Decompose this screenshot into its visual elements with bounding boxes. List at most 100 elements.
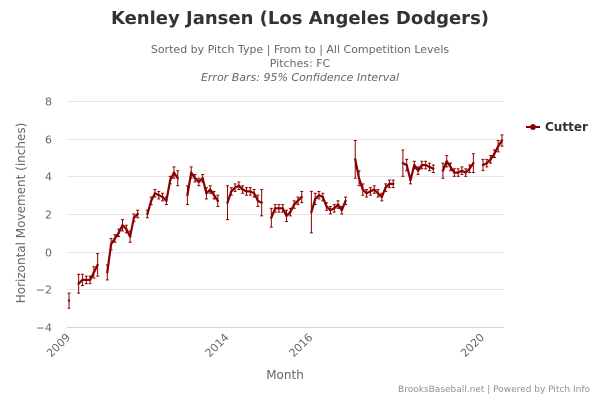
data-point: [388, 182, 391, 186]
data-point: [132, 216, 136, 219]
series-line-2014: [226, 184, 263, 204]
data-point: [273, 207, 277, 210]
data-point: [354, 158, 357, 161]
pitches-filter-label: Pitches: FC: [269, 57, 331, 70]
data-point: [321, 195, 324, 199]
y-axis-ticks: −4 −2 0 2 4 6 8: [36, 96, 52, 335]
data-point: [125, 227, 128, 231]
data-point: [496, 145, 500, 148]
data-point: [369, 190, 372, 193]
data-point: [113, 237, 117, 240]
data-point: [340, 209, 343, 212]
data-point: [226, 201, 229, 204]
data-point: [365, 192, 368, 195]
data-point: [92, 271, 96, 274]
data-point: [357, 177, 361, 180]
data-point: [186, 193, 189, 197]
chart-subtitle: Sorted by Pitch Type | From to | All Com…: [150, 43, 450, 56]
data-point: [88, 278, 92, 282]
data-point: [121, 224, 124, 227]
y-tick-label: 2: [45, 209, 52, 222]
data-point: [249, 190, 252, 193]
data-point: [409, 178, 412, 182]
data-point: [81, 278, 84, 282]
data-point: [300, 195, 303, 199]
data-point: [96, 263, 99, 267]
data-point: [310, 210, 313, 214]
x-tick-label: 2014: [203, 331, 232, 360]
data-point: [270, 216, 273, 219]
data-point: [109, 242, 113, 246]
data-point: [277, 207, 281, 210]
data-point: [252, 192, 256, 195]
data-point: [344, 199, 347, 203]
data-point: [449, 165, 452, 169]
y-tick-label: 6: [45, 134, 52, 147]
data-point: [432, 167, 435, 170]
data-point: [380, 195, 384, 199]
error-bars-note: Error Bars: 95% Confidence Interval: [200, 71, 400, 84]
data-point: [136, 212, 139, 216]
data-point: [209, 188, 212, 191]
data-point: [445, 160, 448, 163]
data-point: [216, 199, 220, 203]
data-point: [468, 167, 471, 170]
data-point: [193, 177, 197, 180]
data-point: [106, 271, 109, 274]
x-tick-label: 2016: [287, 331, 316, 360]
data-point: [420, 163, 424, 167]
data-point: [146, 212, 149, 216]
y-tick-label: 0: [45, 247, 52, 260]
data-point: [260, 201, 263, 204]
x-tick-label: 2009: [44, 331, 73, 360]
data-point: [472, 161, 475, 165]
data-point: [485, 161, 488, 165]
data-point: [77, 282, 80, 285]
data-point: [149, 199, 153, 203]
data-point: [464, 171, 467, 174]
data-point: [313, 197, 317, 201]
data-point: [172, 171, 176, 174]
legend-item-cutter[interactable]: Cutter: [526, 119, 588, 135]
data-point: [128, 235, 132, 238]
data-point: [413, 163, 416, 167]
data-point: [201, 177, 204, 180]
data-point: [165, 199, 168, 203]
x-tick-label: 2020: [458, 331, 487, 360]
data-point: [405, 163, 408, 167]
data-point: [241, 188, 244, 191]
data-point: [245, 190, 248, 193]
data-point: [424, 163, 427, 167]
y-tick-label: −4: [36, 322, 52, 335]
data-point: [336, 203, 340, 206]
data-point: [428, 165, 431, 169]
data-point: [329, 209, 332, 212]
data-point: [233, 186, 237, 189]
data-point: [281, 207, 284, 210]
data-point: [392, 182, 395, 186]
data-point: [500, 139, 504, 142]
data-point: [161, 195, 164, 199]
data-point: [285, 214, 288, 218]
data-point: [416, 169, 420, 172]
data-point: [376, 192, 380, 195]
credits-link[interactable]: BrooksBaseball.net | Powered by Pitch In…: [398, 385, 590, 395]
y-axis-label: Horizontal Movement (inches): [14, 123, 28, 304]
data-point: [230, 190, 233, 193]
y-tick-label: 8: [45, 96, 52, 109]
data-point: [176, 177, 179, 180]
y-tick-label: 4: [45, 171, 52, 184]
data-point: [153, 192, 157, 195]
data-point: [296, 199, 300, 203]
data-point: [489, 158, 492, 161]
legend-marker-icon: [526, 119, 540, 135]
data-point: [117, 231, 120, 235]
data-point: [481, 163, 485, 167]
x-axis-ticks: 2009 2014 2016 2020: [44, 331, 487, 360]
series-line-2016: [310, 194, 347, 213]
data-point: [157, 193, 160, 197]
x-axis-label: Month: [266, 368, 304, 382]
data-point: [205, 192, 208, 195]
series-line-2020: [482, 139, 503, 166]
